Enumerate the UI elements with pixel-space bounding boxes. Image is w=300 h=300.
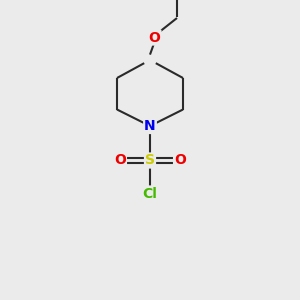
Text: O: O [114,154,126,167]
Text: S: S [145,154,155,167]
Text: Cl: Cl [142,187,158,200]
Text: N: N [144,119,156,133]
Text: O: O [174,154,186,167]
Text: O: O [148,31,160,44]
